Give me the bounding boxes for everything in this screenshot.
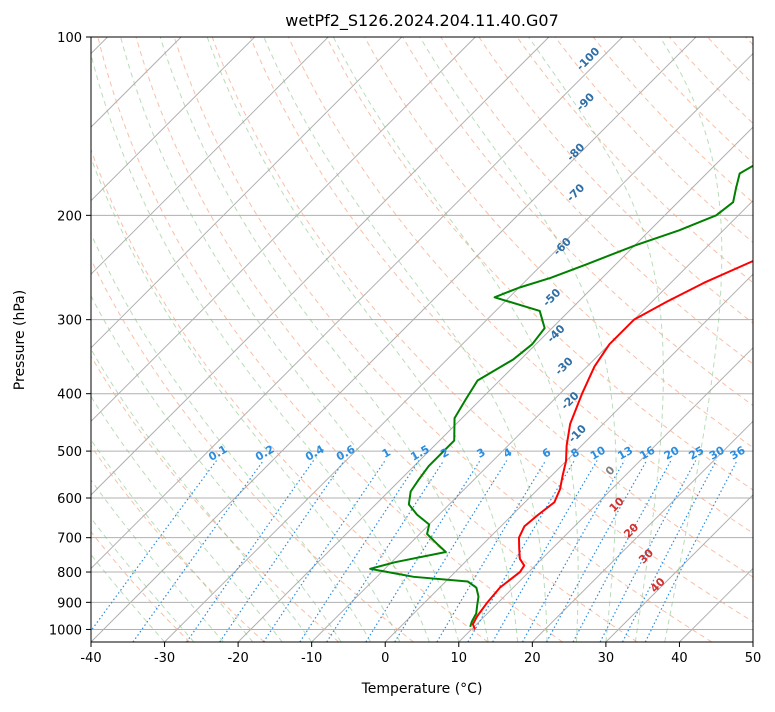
x-tick-label: 20 bbox=[524, 651, 541, 666]
series-lines bbox=[369, 164, 753, 630]
isotherm-gridline bbox=[91, 37, 256, 202]
dry-adiabat bbox=[135, 37, 638, 642]
dry-adiabat bbox=[91, 531, 191, 642]
x-tick-label: -40 bbox=[80, 651, 101, 666]
moist-adiabat bbox=[91, 348, 313, 642]
y-tick-label: 400 bbox=[57, 388, 82, 403]
mixing-ratio-line bbox=[91, 460, 217, 632]
x-tick-label: -20 bbox=[227, 651, 248, 666]
dry-adiabat bbox=[211, 37, 753, 623]
chart-title: wetPf2_S126.2024.204.11.40.G07 bbox=[285, 11, 559, 31]
series-line-1 bbox=[369, 164, 753, 628]
moist-adiabat bbox=[91, 479, 224, 642]
y-axis-ticks: 100 200 300 400 500 600 700 800 900 1000 bbox=[49, 31, 91, 638]
isobar-gridlines bbox=[91, 37, 753, 630]
isotherm-gridline bbox=[458, 347, 753, 642]
isotherm-gridline bbox=[605, 494, 753, 642]
y-tick-label: 200 bbox=[57, 209, 82, 224]
mixing-ratio-line bbox=[219, 460, 345, 642]
dry-adiabat bbox=[326, 37, 753, 491]
series-line-0 bbox=[471, 259, 753, 630]
mixing-ratio-line bbox=[186, 460, 315, 642]
moist-adiabat bbox=[263, 37, 548, 642]
y-tick-label: 500 bbox=[57, 445, 82, 460]
dry-adiabat bbox=[97, 37, 563, 642]
x-tick-label: -30 bbox=[154, 651, 175, 666]
y-tick-label: 300 bbox=[57, 314, 82, 329]
moist-adiabat bbox=[206, 37, 519, 642]
y-tick-label: 600 bbox=[57, 492, 82, 507]
isotherm-gridline bbox=[91, 37, 697, 642]
isotherm-gridline bbox=[91, 37, 476, 423]
isotherm-gridline bbox=[91, 37, 329, 275]
mixing-ratio-line bbox=[546, 460, 648, 642]
dry-adiabat bbox=[630, 37, 753, 164]
isotherm-gridline bbox=[91, 37, 550, 496]
dry-adiabat bbox=[516, 37, 753, 284]
y-tick-label: 900 bbox=[57, 596, 82, 611]
y-tick-label: 100 bbox=[57, 31, 82, 46]
moist-adiabat bbox=[91, 553, 165, 642]
x-axis-ticks: -40 -30 -20 -10 0 10 20 30 40 50 bbox=[80, 642, 761, 666]
x-tick-label: 0 bbox=[381, 651, 389, 666]
x-tick-label: 50 bbox=[745, 651, 762, 666]
x-axis-label: Temperature (°C) bbox=[361, 681, 483, 697]
mixing-ratio-line bbox=[492, 460, 598, 642]
y-tick-label: 800 bbox=[57, 566, 82, 581]
dry-adiabat bbox=[592, 37, 753, 204]
moist-adiabat bbox=[91, 52, 430, 642]
mixing-ratio-line bbox=[521, 460, 626, 642]
moist-adiabat bbox=[159, 37, 489, 642]
x-tick-label: -10 bbox=[301, 651, 322, 666]
dry-adiabat bbox=[249, 37, 753, 578]
y-axis-label: Pressure (hPa) bbox=[12, 290, 28, 390]
mixing-ratio-line bbox=[436, 460, 547, 642]
moist-adiabat bbox=[120, 37, 460, 642]
mixing-ratio-line bbox=[644, 460, 738, 642]
moist-adiabat bbox=[659, 37, 723, 642]
isotherm-gridline bbox=[91, 37, 623, 570]
moist-adiabat bbox=[91, 438, 254, 642]
moist-adiabat bbox=[91, 517, 195, 642]
mixing-ratio-line bbox=[263, 460, 386, 642]
y-tick-label: 700 bbox=[57, 532, 82, 547]
dry-adiabat bbox=[287, 37, 753, 534]
y-tick-label: 1000 bbox=[49, 623, 82, 638]
moist-adiabat bbox=[91, 156, 401, 642]
moist-adiabat bbox=[332, 37, 579, 642]
moist-adiabat bbox=[528, 37, 664, 642]
dry-adiabat bbox=[402, 37, 753, 407]
dry-adiabat bbox=[478, 37, 753, 324]
isotherm-gridline bbox=[384, 273, 753, 642]
dry-adiabat bbox=[440, 37, 753, 365]
x-tick-label: 30 bbox=[598, 651, 615, 666]
isotherm-gridline bbox=[91, 37, 403, 349]
x-tick-label: 10 bbox=[451, 651, 468, 666]
dry-adiabat bbox=[554, 37, 753, 244]
moist-adiabat bbox=[419, 37, 617, 642]
mixing-ratio-line bbox=[132, 460, 264, 642]
moist-adiabat bbox=[91, 395, 283, 642]
mixing-ratio-line bbox=[299, 460, 420, 642]
moist-adiabat bbox=[91, 232, 371, 642]
plot-frame bbox=[90, 36, 754, 643]
x-tick-label: 40 bbox=[671, 651, 688, 666]
isotherm-gridline bbox=[531, 420, 753, 642]
moist-adiabats bbox=[91, 37, 723, 642]
